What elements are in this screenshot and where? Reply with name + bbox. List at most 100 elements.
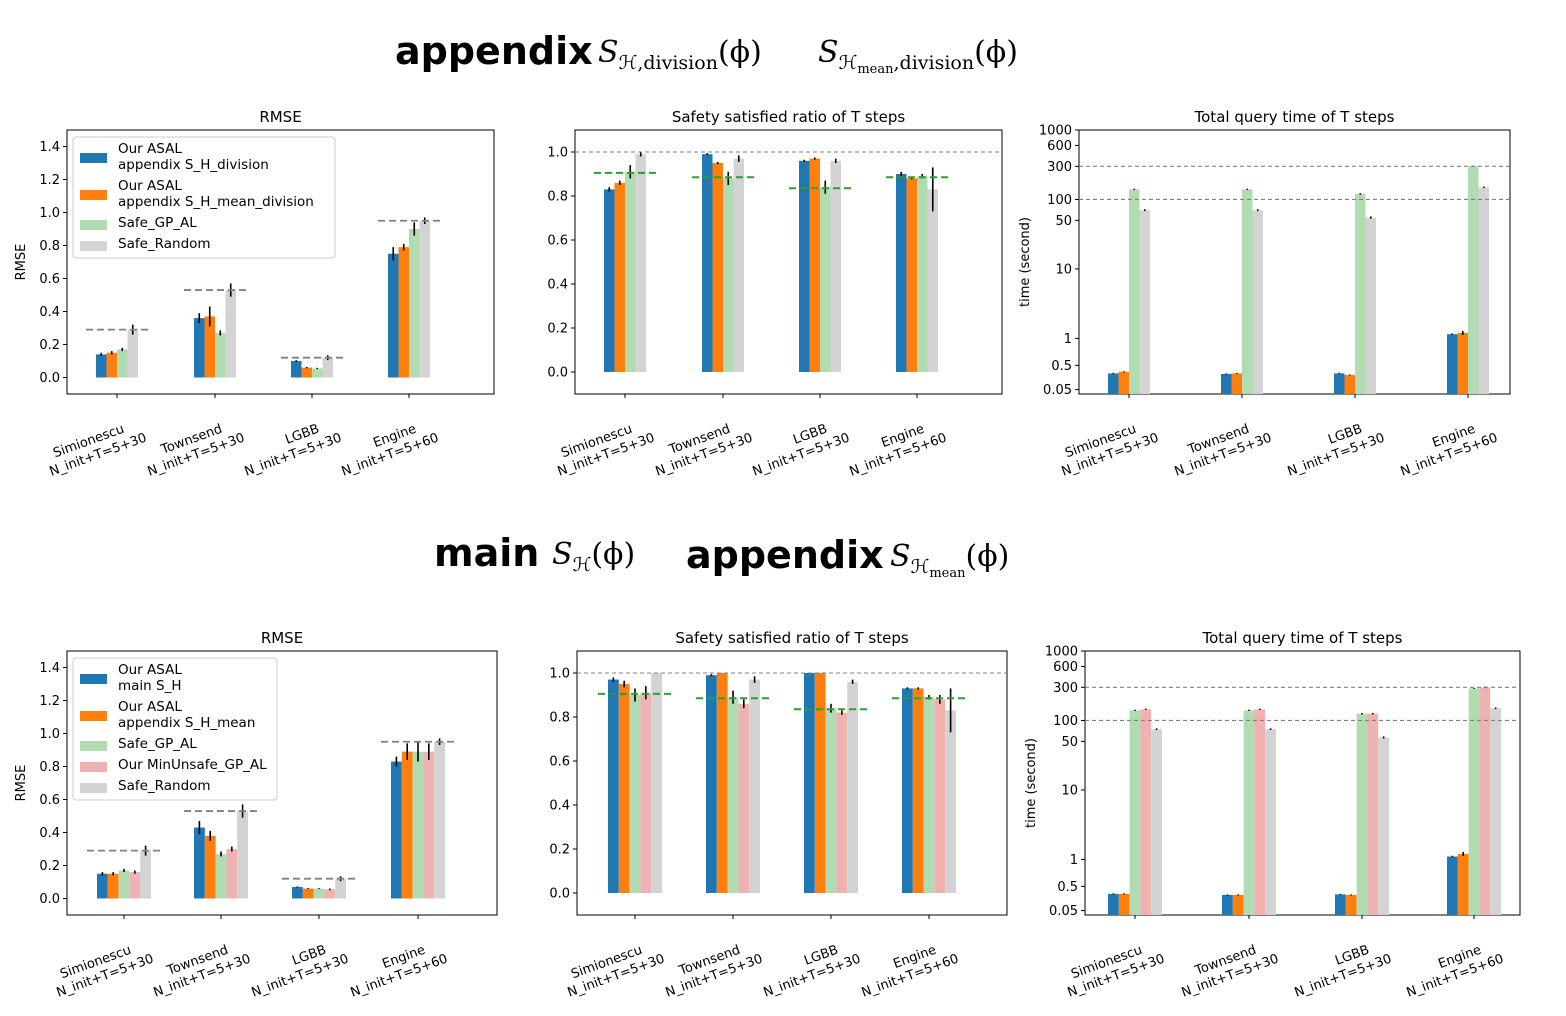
- legend-label: appendix S_H_mean_division: [118, 194, 314, 210]
- bar: [896, 174, 907, 372]
- legend-label: Safe_GP_AL: [118, 215, 197, 231]
- axes-frame: [66, 129, 495, 395]
- chart-title: Safety satisfied ratio of T steps: [675, 629, 909, 647]
- y-tick-label: 50: [1061, 735, 1078, 750]
- y-tick-label: 0.2: [547, 322, 568, 337]
- legend-swatch: [80, 711, 107, 721]
- y-tick-label: 0.8: [39, 239, 60, 254]
- chart-title: RMSE: [259, 108, 301, 126]
- top-header: appendix Sℋ,division(ϕ) Sℋmean,division(…: [395, 29, 1018, 77]
- bar: [419, 220, 430, 378]
- bar: [1468, 166, 1479, 394]
- bar: [1447, 856, 1458, 915]
- y-tick-label: 0.5: [1051, 359, 1072, 374]
- x-tick-label: TownsendN_init+T=5+30: [658, 937, 765, 1001]
- x-tick-label: EngineN_init+T=5+60: [334, 416, 441, 480]
- bar: [727, 697, 739, 893]
- x-tick-label: TownsendN_init+T=5+30: [146, 937, 253, 1001]
- bar: [1108, 373, 1119, 394]
- top-expr2-arg: (ϕ): [974, 35, 1018, 70]
- bar: [1490, 708, 1501, 915]
- bar: [401, 751, 413, 899]
- axes-frame: [1084, 650, 1521, 916]
- chart-top-rmse: RMSE 0.0 0.2 0.4 0.6 0.8 1.0 1.2 1.4 RMSE Simiones…: [14, 108, 495, 480]
- bottom-expr2-subsub: mean: [929, 566, 966, 581]
- bar: [301, 367, 312, 378]
- x-tick-label: LGBBN_init+T=5+30: [1280, 416, 1387, 480]
- bar: [640, 692, 652, 893]
- bar: [1367, 713, 1379, 915]
- bar: [702, 154, 713, 372]
- bar: [738, 703, 750, 893]
- bar: [1265, 729, 1276, 915]
- y-tick-label: 0.0: [547, 366, 568, 381]
- bar: [618, 684, 630, 893]
- bar: [716, 673, 728, 893]
- bar: [604, 189, 615, 372]
- y-tick-label: 1: [1064, 332, 1072, 347]
- legend-label: Safe_GP_AL: [118, 736, 197, 752]
- bar: [825, 708, 837, 893]
- y-tick-label: 1.0: [547, 146, 568, 161]
- bar: [706, 675, 717, 893]
- bar: [312, 368, 323, 378]
- bar: [1139, 210, 1150, 394]
- y-tick-label: 300: [1053, 681, 1078, 696]
- bar: [194, 827, 205, 899]
- bar: [1365, 217, 1376, 394]
- y-tick-label: 1.2: [39, 694, 60, 709]
- y-tick-label: 600: [1047, 139, 1072, 154]
- x-tick-label: SimionescuN_init+T=5+30: [42, 416, 149, 480]
- bar: [140, 850, 151, 899]
- y-tick-label: 0.6: [549, 755, 570, 770]
- y-tick-label: 0.2: [39, 338, 60, 353]
- y-tick-label: 1.4: [39, 140, 60, 155]
- bar: [215, 332, 226, 378]
- bar: [391, 761, 402, 899]
- bar: [629, 695, 641, 893]
- y-tick-label: 0.4: [39, 826, 60, 841]
- axes-frame: [66, 650, 498, 916]
- x-tick-label: SimionescuN_init+T=5+30: [1060, 937, 1167, 1001]
- top-expr2-subsub: mean: [857, 62, 894, 77]
- bar: [1344, 375, 1355, 394]
- bar: [902, 688, 913, 893]
- bar: [1222, 894, 1233, 915]
- x-tick-label: LGBBN_init+T=5+30: [756, 937, 863, 1001]
- x-tick-label: TownsendN_init+T=5+30: [1174, 937, 1281, 1001]
- bar: [1231, 373, 1242, 394]
- y-tick-label: 0.8: [549, 711, 570, 726]
- top-expr2-letter: S: [818, 35, 839, 70]
- bar: [204, 835, 216, 899]
- legend-swatch: [80, 674, 107, 684]
- bar: [117, 349, 128, 378]
- bar: [733, 158, 744, 372]
- bar: [1221, 373, 1232, 394]
- bar: [292, 886, 303, 899]
- legend-label: Our MinUnsafe_GP_AL: [118, 757, 267, 773]
- bar: [412, 751, 424, 899]
- bar: [322, 357, 333, 378]
- y-tick-label: 0.0: [39, 892, 60, 907]
- bar: [129, 872, 141, 899]
- bottom-expr2-letter: S: [890, 539, 911, 574]
- y-tick-label: 0.8: [39, 760, 60, 775]
- bar: [635, 154, 646, 372]
- bar: [1447, 334, 1458, 394]
- bar: [1151, 729, 1162, 915]
- x-tick-label: EngineN_init+T=5+60: [343, 937, 450, 1001]
- y-tick-label: 10: [1061, 783, 1078, 798]
- chart-title: Safety satisfied ratio of T steps: [672, 108, 906, 126]
- bar: [614, 182, 625, 372]
- x-tick-label: LGBBN_init+T=5+30: [237, 416, 344, 480]
- bar: [945, 710, 956, 893]
- top-expr2-sub2: ,division: [894, 52, 975, 74]
- bar: [237, 811, 248, 899]
- bar: [118, 870, 130, 899]
- y-tick-label: 100: [1047, 193, 1072, 208]
- bar: [1118, 893, 1130, 915]
- bar: [1355, 193, 1366, 394]
- top-expr1-sub: ℋ,division: [619, 52, 718, 74]
- y-tick-label: 1.0: [39, 727, 60, 742]
